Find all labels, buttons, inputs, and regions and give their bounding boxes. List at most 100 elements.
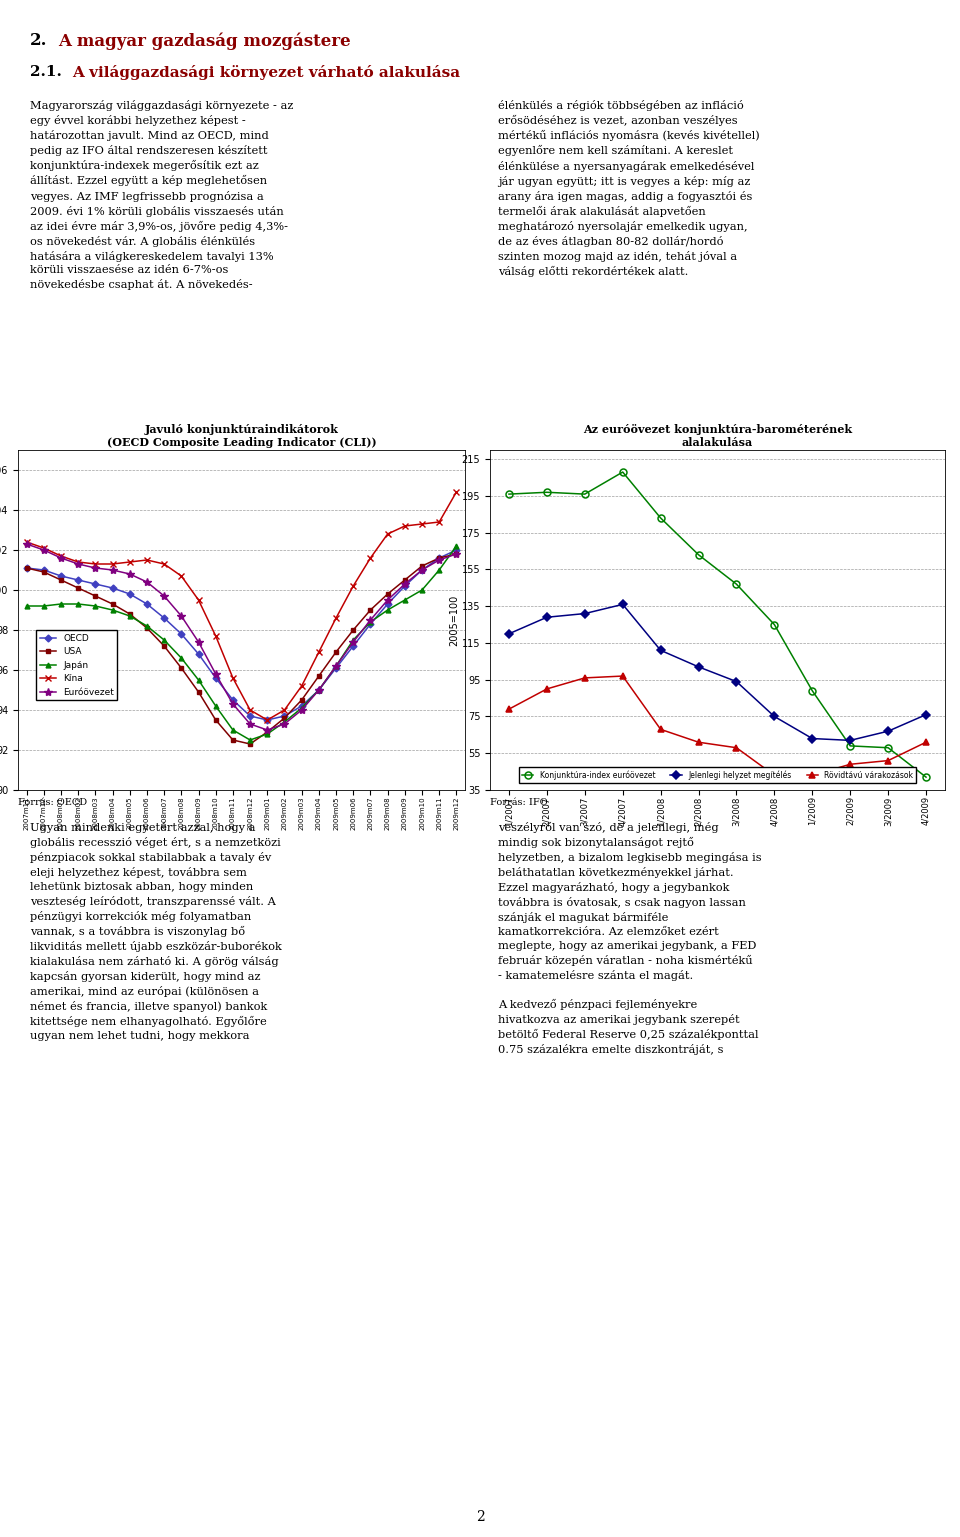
Text: 2: 2 [475, 1509, 485, 1525]
USA [141, 619, 153, 638]
Rövidtávú várakozások [693, 733, 705, 752]
Japán [382, 601, 394, 619]
OECD [141, 595, 153, 613]
Konjunktúra-index euróövezet [921, 768, 932, 787]
Text: Magyarország világgazdasági környezete - az
egy évvel korábbi helyzethez képest : Magyarország világgazdasági környezete -… [30, 100, 294, 290]
Rövidtávú várakozások [921, 733, 932, 752]
Euróövezet [296, 701, 307, 719]
USA [417, 556, 428, 575]
Konjunktúra-index euróövezet [655, 509, 666, 527]
Line: Japán: Japán [24, 544, 459, 742]
Kína [193, 590, 204, 609]
Jelenlegi helyzet megítélés [655, 641, 666, 659]
Konjunktúra-index euróövezet [541, 483, 553, 501]
Euróövezet [158, 587, 170, 606]
Kína [261, 710, 273, 729]
Line: Konjunktúra-index euróövezet: Konjunktúra-index euróövezet [506, 469, 929, 781]
Kína [141, 550, 153, 569]
Rövidtávú várakozások [731, 738, 742, 756]
Kína [107, 555, 118, 573]
Line: Euróövezet: Euróövezet [22, 539, 461, 735]
Konjunktúra-index euróövezet [845, 736, 856, 755]
USA [245, 735, 256, 753]
Kína [176, 567, 187, 586]
Euróövezet [330, 656, 342, 675]
Japán [21, 596, 33, 615]
Euróövezet [450, 544, 462, 563]
Jelenlegi helyzet megítélés [693, 658, 705, 676]
Line: Kína: Kína [23, 489, 460, 724]
Konjunktúra-index euróövezet [617, 463, 629, 481]
Euróövezet [313, 681, 324, 699]
Kína [399, 516, 411, 535]
Japán [158, 630, 170, 649]
Euróövezet [107, 561, 118, 579]
Euróövezet [124, 564, 135, 583]
Title: Az euróövezet konjunktúra-barométerének
alalakulása: Az euróövezet konjunktúra-barométerének … [583, 424, 852, 447]
OECD [56, 567, 67, 586]
Y-axis label: 2005=100: 2005=100 [449, 595, 459, 646]
USA [176, 659, 187, 678]
Kína [158, 555, 170, 573]
Japán [72, 595, 84, 613]
OECD [348, 636, 359, 655]
Line: Jelenlegi helyzet megítélés: Jelenlegi helyzet megítélés [506, 601, 929, 744]
USA [56, 570, 67, 589]
Kína [365, 549, 376, 567]
Text: 2.1.: 2.1. [30, 65, 61, 78]
OECD [176, 624, 187, 642]
OECD [21, 559, 33, 578]
Legend: Konjunktúra-index euróövezet, Jelenlegi helyzet megítélés, Rövidtávú várakozások: Konjunktúra-index euróövezet, Jelenlegi … [518, 767, 916, 782]
OECD [38, 561, 50, 579]
USA [330, 642, 342, 661]
Euróövezet [89, 559, 101, 578]
USA [158, 636, 170, 655]
Japán [261, 725, 273, 744]
Japán [245, 730, 256, 749]
Euróövezet [56, 549, 67, 567]
OECD [296, 696, 307, 715]
Euróövezet [228, 695, 239, 713]
Line: Rövidtávú várakozások: Rövidtávú várakozások [506, 673, 929, 779]
Jelenlegi helyzet megítélés [806, 730, 818, 749]
Euróövezet [382, 590, 394, 609]
OECD [313, 681, 324, 699]
Japán [313, 681, 324, 699]
Japán [365, 613, 376, 632]
USA [210, 710, 222, 729]
USA [261, 722, 273, 741]
Rövidtávú várakozások [806, 765, 818, 784]
Konjunktúra-index euróövezet [503, 484, 515, 503]
Euróövezet [417, 561, 428, 579]
OECD [193, 646, 204, 664]
Jelenlegi helyzet megítélés [845, 732, 856, 750]
Euróövezet [21, 535, 33, 553]
Euróövezet [245, 715, 256, 733]
Kína [210, 627, 222, 646]
USA [365, 601, 376, 619]
Kína [278, 701, 290, 719]
Japán [176, 649, 187, 667]
USA [296, 690, 307, 709]
USA [450, 544, 462, 563]
OECD [450, 541, 462, 559]
Kína [296, 676, 307, 695]
USA [228, 730, 239, 749]
Konjunktúra-index euróövezet [693, 546, 705, 564]
Rövidtávú várakozások [541, 679, 553, 698]
Text: Ugyan mindenki egyetért azzal, hogy a
globális recesszió véget ért, s a nemzetkö: Ugyan mindenki egyetért azzal, hogy a gl… [30, 822, 281, 1041]
Japán [107, 601, 118, 619]
Japán [330, 656, 342, 675]
Kína [330, 609, 342, 627]
Text: Forrás: OECD: Forrás: OECD [18, 798, 87, 807]
OECD [365, 615, 376, 633]
OECD [330, 659, 342, 678]
Title: Javuló konjunktúraindikátorok
(OECD Composite Leading Indicator (CLI)): Javuló konjunktúraindikátorok (OECD Comp… [107, 424, 376, 447]
Text: veszélyről van szó, de a jelenlegi, még
mindig sok bizonytalanságot rejtő
helyze: veszélyről van szó, de a jelenlegi, még … [498, 822, 761, 1054]
Rövidtávú várakozások [845, 755, 856, 773]
Euróövezet [193, 633, 204, 652]
Konjunktúra-index euróövezet [769, 615, 780, 633]
Text: A magyar gazdaság mozgástere: A magyar gazdaság mozgástere [58, 32, 350, 49]
Euróövezet [399, 575, 411, 593]
OECD [72, 570, 84, 589]
